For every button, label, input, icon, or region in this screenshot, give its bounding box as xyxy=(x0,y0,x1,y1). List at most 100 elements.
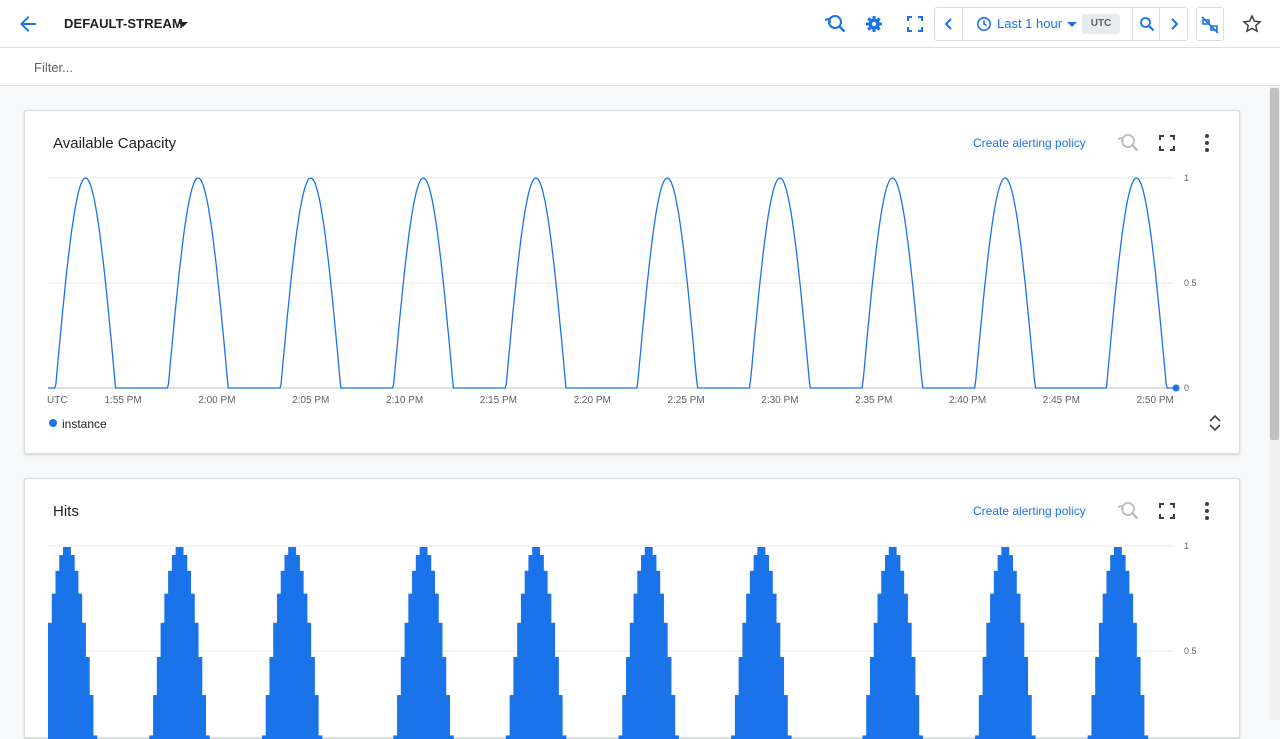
hits-bar xyxy=(85,657,90,739)
expand-legend-icon[interactable] xyxy=(1205,413,1225,433)
hits-bar xyxy=(1128,593,1134,739)
hits-bar xyxy=(280,570,285,739)
hits-bar xyxy=(89,695,94,739)
x-tick-label: 2:05 PM xyxy=(292,395,329,406)
caret-down-icon[interactable] xyxy=(177,16,189,32)
hits-bar xyxy=(993,570,998,739)
page-title[interactable]: DEFAULT-STREAM xyxy=(64,16,183,31)
hits-bar xyxy=(543,570,548,739)
chevron-right-icon[interactable] xyxy=(1167,16,1181,32)
chart-title: Available Capacity xyxy=(53,135,177,152)
top-bar: DEFAULT-STREAM Last 1 hour UTC xyxy=(0,0,1280,48)
hits-bar xyxy=(1020,622,1025,739)
sync-toggle-button[interactable] xyxy=(1196,7,1224,41)
x-tick-label: 2:35 PM xyxy=(855,395,892,406)
hits-bar xyxy=(1143,735,1149,739)
hits-bar xyxy=(869,657,875,739)
settings-gear-icon[interactable] xyxy=(862,12,886,36)
hits-bar xyxy=(637,570,642,739)
reset-zoom-icon[interactable] xyxy=(1115,131,1139,155)
hits-bar xyxy=(746,593,751,739)
hits-bar xyxy=(449,735,454,739)
previous-range-button[interactable] xyxy=(935,8,963,40)
chart-legend[interactable]: instance xyxy=(49,417,107,431)
hits-bar xyxy=(738,657,743,739)
hits-bar xyxy=(535,547,541,739)
hits-bar xyxy=(306,622,312,739)
hits-bar xyxy=(787,735,792,739)
hits-bar xyxy=(183,555,188,739)
hits-bar xyxy=(1106,570,1111,739)
hits-bar xyxy=(550,622,556,739)
hits-bar xyxy=(873,622,878,739)
reset-zoom-icon[interactable] xyxy=(1115,499,1139,523)
hits-bar xyxy=(1005,547,1010,739)
hits-bar xyxy=(1031,735,1036,739)
x-tick-label: 2:15 PM xyxy=(480,395,517,406)
hits-bar xyxy=(198,657,203,739)
x-tick-label: 2:45 PM xyxy=(1043,395,1080,406)
hits-bar xyxy=(171,555,177,739)
x-tick-label: 2:20 PM xyxy=(574,395,611,406)
hits-bar xyxy=(314,695,319,739)
hits-bar xyxy=(884,555,890,739)
hits-bar xyxy=(1117,547,1122,739)
series-endpoint-marker xyxy=(1172,384,1180,392)
filter-input[interactable] xyxy=(34,58,434,76)
hits-bar xyxy=(539,555,544,739)
hits-bar xyxy=(48,622,53,739)
more-vert-icon[interactable] xyxy=(1195,131,1219,155)
more-vert-icon[interactable] xyxy=(1195,499,1219,523)
zoom-in-button[interactable] xyxy=(1132,8,1160,40)
hits-bar xyxy=(907,622,912,739)
hits-bar xyxy=(674,735,679,739)
hits-bar xyxy=(59,555,64,739)
hits-bar xyxy=(186,570,192,739)
hits-bar xyxy=(303,593,308,739)
hits-bar xyxy=(742,622,747,739)
hits-bar xyxy=(1008,555,1014,739)
hits-bar xyxy=(1027,695,1032,739)
hits-bar xyxy=(554,657,559,739)
x-tick-label: 2:10 PM xyxy=(386,395,423,406)
create-alerting-policy-link[interactable]: Create alerting policy xyxy=(973,136,1086,150)
hits-bar xyxy=(520,593,526,739)
scrollbar-thumb[interactable] xyxy=(1270,88,1279,440)
star-icon[interactable] xyxy=(1242,14,1262,34)
hits-bar xyxy=(153,695,158,739)
hits-bar xyxy=(276,593,282,739)
hits-bar xyxy=(400,657,405,739)
caret-down-icon[interactable] xyxy=(1066,16,1078,32)
zoom-in-icon[interactable] xyxy=(1139,16,1155,32)
fullscreen-icon[interactable] xyxy=(1155,131,1179,155)
hits-bar xyxy=(731,735,736,739)
hits-bar xyxy=(776,622,781,739)
y-tick-label: 0 xyxy=(1184,383,1189,393)
hits-bar xyxy=(415,555,420,739)
reset-zoom-icon[interactable] xyxy=(822,12,846,36)
hits-bar xyxy=(1091,695,1096,739)
create-alerting-policy-link[interactable]: Create alerting policy xyxy=(973,504,1086,518)
hits-chart: 10.5 xyxy=(48,541,1197,739)
back-arrow-icon[interactable] xyxy=(16,12,40,36)
hits-bar xyxy=(896,555,901,739)
fullscreen-icon[interactable] xyxy=(903,12,927,36)
timezone-badge[interactable]: UTC xyxy=(1082,14,1120,34)
x-tick-label: 1:55 PM xyxy=(104,395,141,406)
fullscreen-icon[interactable] xyxy=(1155,499,1179,523)
hits-bar xyxy=(318,735,323,739)
chevron-left-icon[interactable] xyxy=(942,16,956,32)
hits-bar xyxy=(783,695,788,739)
hits-bar xyxy=(81,622,86,739)
hits-bar xyxy=(164,593,169,739)
hits-bar xyxy=(918,735,923,739)
hits-bar xyxy=(63,547,68,739)
hits-bar xyxy=(438,622,443,739)
hits-bar xyxy=(903,593,908,739)
hits-bar xyxy=(442,657,447,739)
time-range-selector xyxy=(934,7,1188,41)
hits-bar xyxy=(888,547,893,739)
hits-bar xyxy=(779,657,785,739)
hits-bar xyxy=(862,735,867,739)
time-range-label[interactable]: Last 1 hour xyxy=(997,16,1063,31)
